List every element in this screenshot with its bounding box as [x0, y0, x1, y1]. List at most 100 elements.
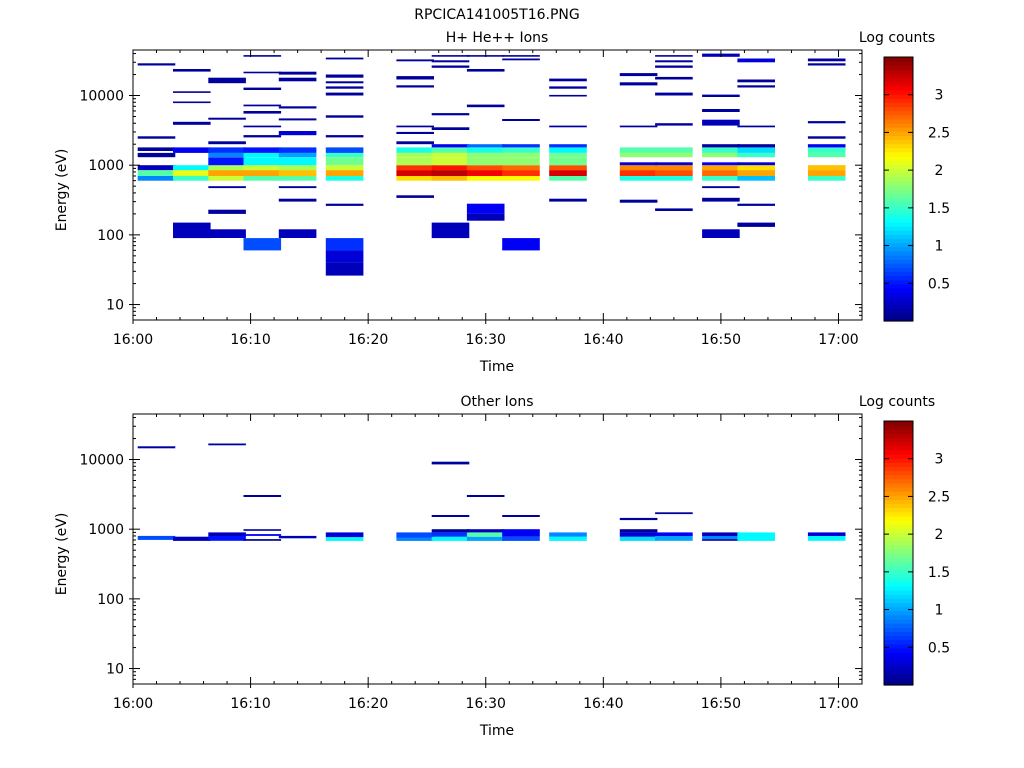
heatmap-cell — [655, 535, 693, 541]
heatmap-cell — [702, 109, 740, 112]
colorbar-step — [884, 197, 913, 202]
colorbar-step — [884, 544, 913, 550]
colorbar-step — [884, 180, 913, 186]
heatmap-cell — [137, 176, 176, 181]
heatmap-cell — [137, 170, 176, 176]
heatmap-cell — [737, 176, 775, 181]
heatmap-cell — [549, 152, 587, 158]
panel-title: Other Ions — [460, 394, 533, 410]
colorbar-label: Log counts — [859, 394, 935, 410]
colorbar-step — [884, 114, 913, 120]
heatmap-cell — [807, 152, 846, 158]
colorbar-step — [884, 478, 913, 484]
heatmap-cell — [208, 141, 246, 145]
colorbar-step — [884, 201, 913, 207]
heatmap-cell — [702, 147, 740, 153]
colorbar-step — [884, 143, 913, 149]
heatmap-cell — [431, 60, 470, 63]
colorbar-step — [884, 65, 913, 70]
colorbar-step — [884, 275, 913, 281]
heatmap-cell — [325, 250, 364, 263]
heatmap-cell — [137, 165, 176, 171]
heatmap-cell — [431, 127, 470, 130]
colorbar-step — [884, 627, 913, 632]
colorbar-step — [884, 304, 913, 310]
colorbar-step — [884, 445, 913, 451]
colorbar-step — [884, 213, 913, 219]
heatmap-cell — [243, 104, 282, 107]
heatmap-cell — [208, 532, 246, 536]
colorbar-step — [884, 449, 913, 455]
heatmap-cell — [208, 176, 246, 181]
heatmap-cell — [502, 119, 540, 121]
heatmap-cell — [325, 176, 364, 181]
heatmap-cell — [208, 117, 246, 120]
heatmap-cell — [173, 170, 211, 176]
heatmap-cell — [431, 515, 470, 517]
colorbar-step — [884, 238, 913, 244]
colorbar-step — [884, 263, 913, 268]
colorbar-tick-label: 1 — [935, 603, 944, 619]
colorbar-step — [884, 647, 913, 653]
heatmap-cell — [619, 529, 658, 533]
heatmap-cell — [208, 147, 246, 153]
heatmap-cell — [325, 74, 364, 78]
colorbar-step — [884, 85, 913, 91]
heatmap-cell — [137, 535, 176, 540]
colorbar-step — [884, 77, 913, 83]
panel-other-ions: Other Ions Log counts Time Energy (eV) 1… — [54, 394, 950, 739]
heatmap-cell — [737, 79, 775, 83]
heatmap-cell — [137, 152, 176, 158]
heatmap-cell — [549, 170, 587, 176]
heatmap-cell — [243, 165, 282, 171]
colorbar-step — [884, 168, 913, 174]
heatmap-cell — [549, 532, 587, 537]
heatmap-cell — [619, 73, 658, 77]
colorbar-step — [884, 234, 913, 240]
heatmap-cell — [702, 535, 740, 540]
colorbar-step — [884, 540, 913, 546]
colorbar-step — [884, 623, 913, 628]
heatmap-cell — [702, 94, 740, 97]
heatmap-cell — [549, 176, 587, 181]
y-tick-label: 100 — [97, 228, 124, 244]
colorbar-tick-label: 3 — [935, 88, 944, 104]
colorbar-step — [884, 565, 913, 571]
colorbar-step — [884, 569, 913, 575]
colorbar-step — [884, 503, 913, 509]
heatmap-cell — [137, 136, 176, 139]
colorbar-step — [884, 441, 913, 447]
heatmap-cell — [619, 125, 658, 128]
heatmap-cell — [208, 165, 246, 171]
heatmap-cell — [619, 532, 658, 537]
heatmap-cell — [655, 512, 693, 515]
colorbar-tick-label: 1 — [935, 239, 944, 255]
heatmap-cell — [208, 209, 246, 214]
heatmap-cell — [243, 534, 282, 536]
colorbar-step — [884, 176, 913, 182]
heatmap-cell — [549, 144, 587, 148]
heatmap-cell — [173, 101, 211, 104]
colorbar-step — [884, 482, 913, 488]
heatmap-cell — [619, 517, 658, 521]
heatmap-cell — [655, 55, 693, 57]
heatmap-cell — [549, 86, 587, 89]
heatmap-cell — [243, 176, 282, 181]
colorbar-step — [884, 139, 913, 145]
colorbar-step — [884, 288, 913, 293]
colorbar-step — [884, 217, 913, 223]
colorbar-step — [884, 474, 913, 480]
colorbar-step — [884, 499, 913, 505]
colorbar-step — [884, 312, 913, 318]
x-tick-label: 16:50 — [701, 696, 741, 712]
heatmap-cell — [466, 213, 505, 221]
colorbar-step — [884, 458, 913, 463]
heatmap-cell — [243, 529, 282, 531]
colorbar-step — [884, 660, 913, 665]
y-tick-label: 10000 — [79, 453, 124, 469]
heatmap-cell — [278, 147, 317, 153]
colorbar-step — [884, 81, 913, 87]
heatmap-cells — [137, 443, 846, 541]
colorbar-step — [884, 118, 913, 124]
heatmap-cell — [431, 222, 470, 239]
